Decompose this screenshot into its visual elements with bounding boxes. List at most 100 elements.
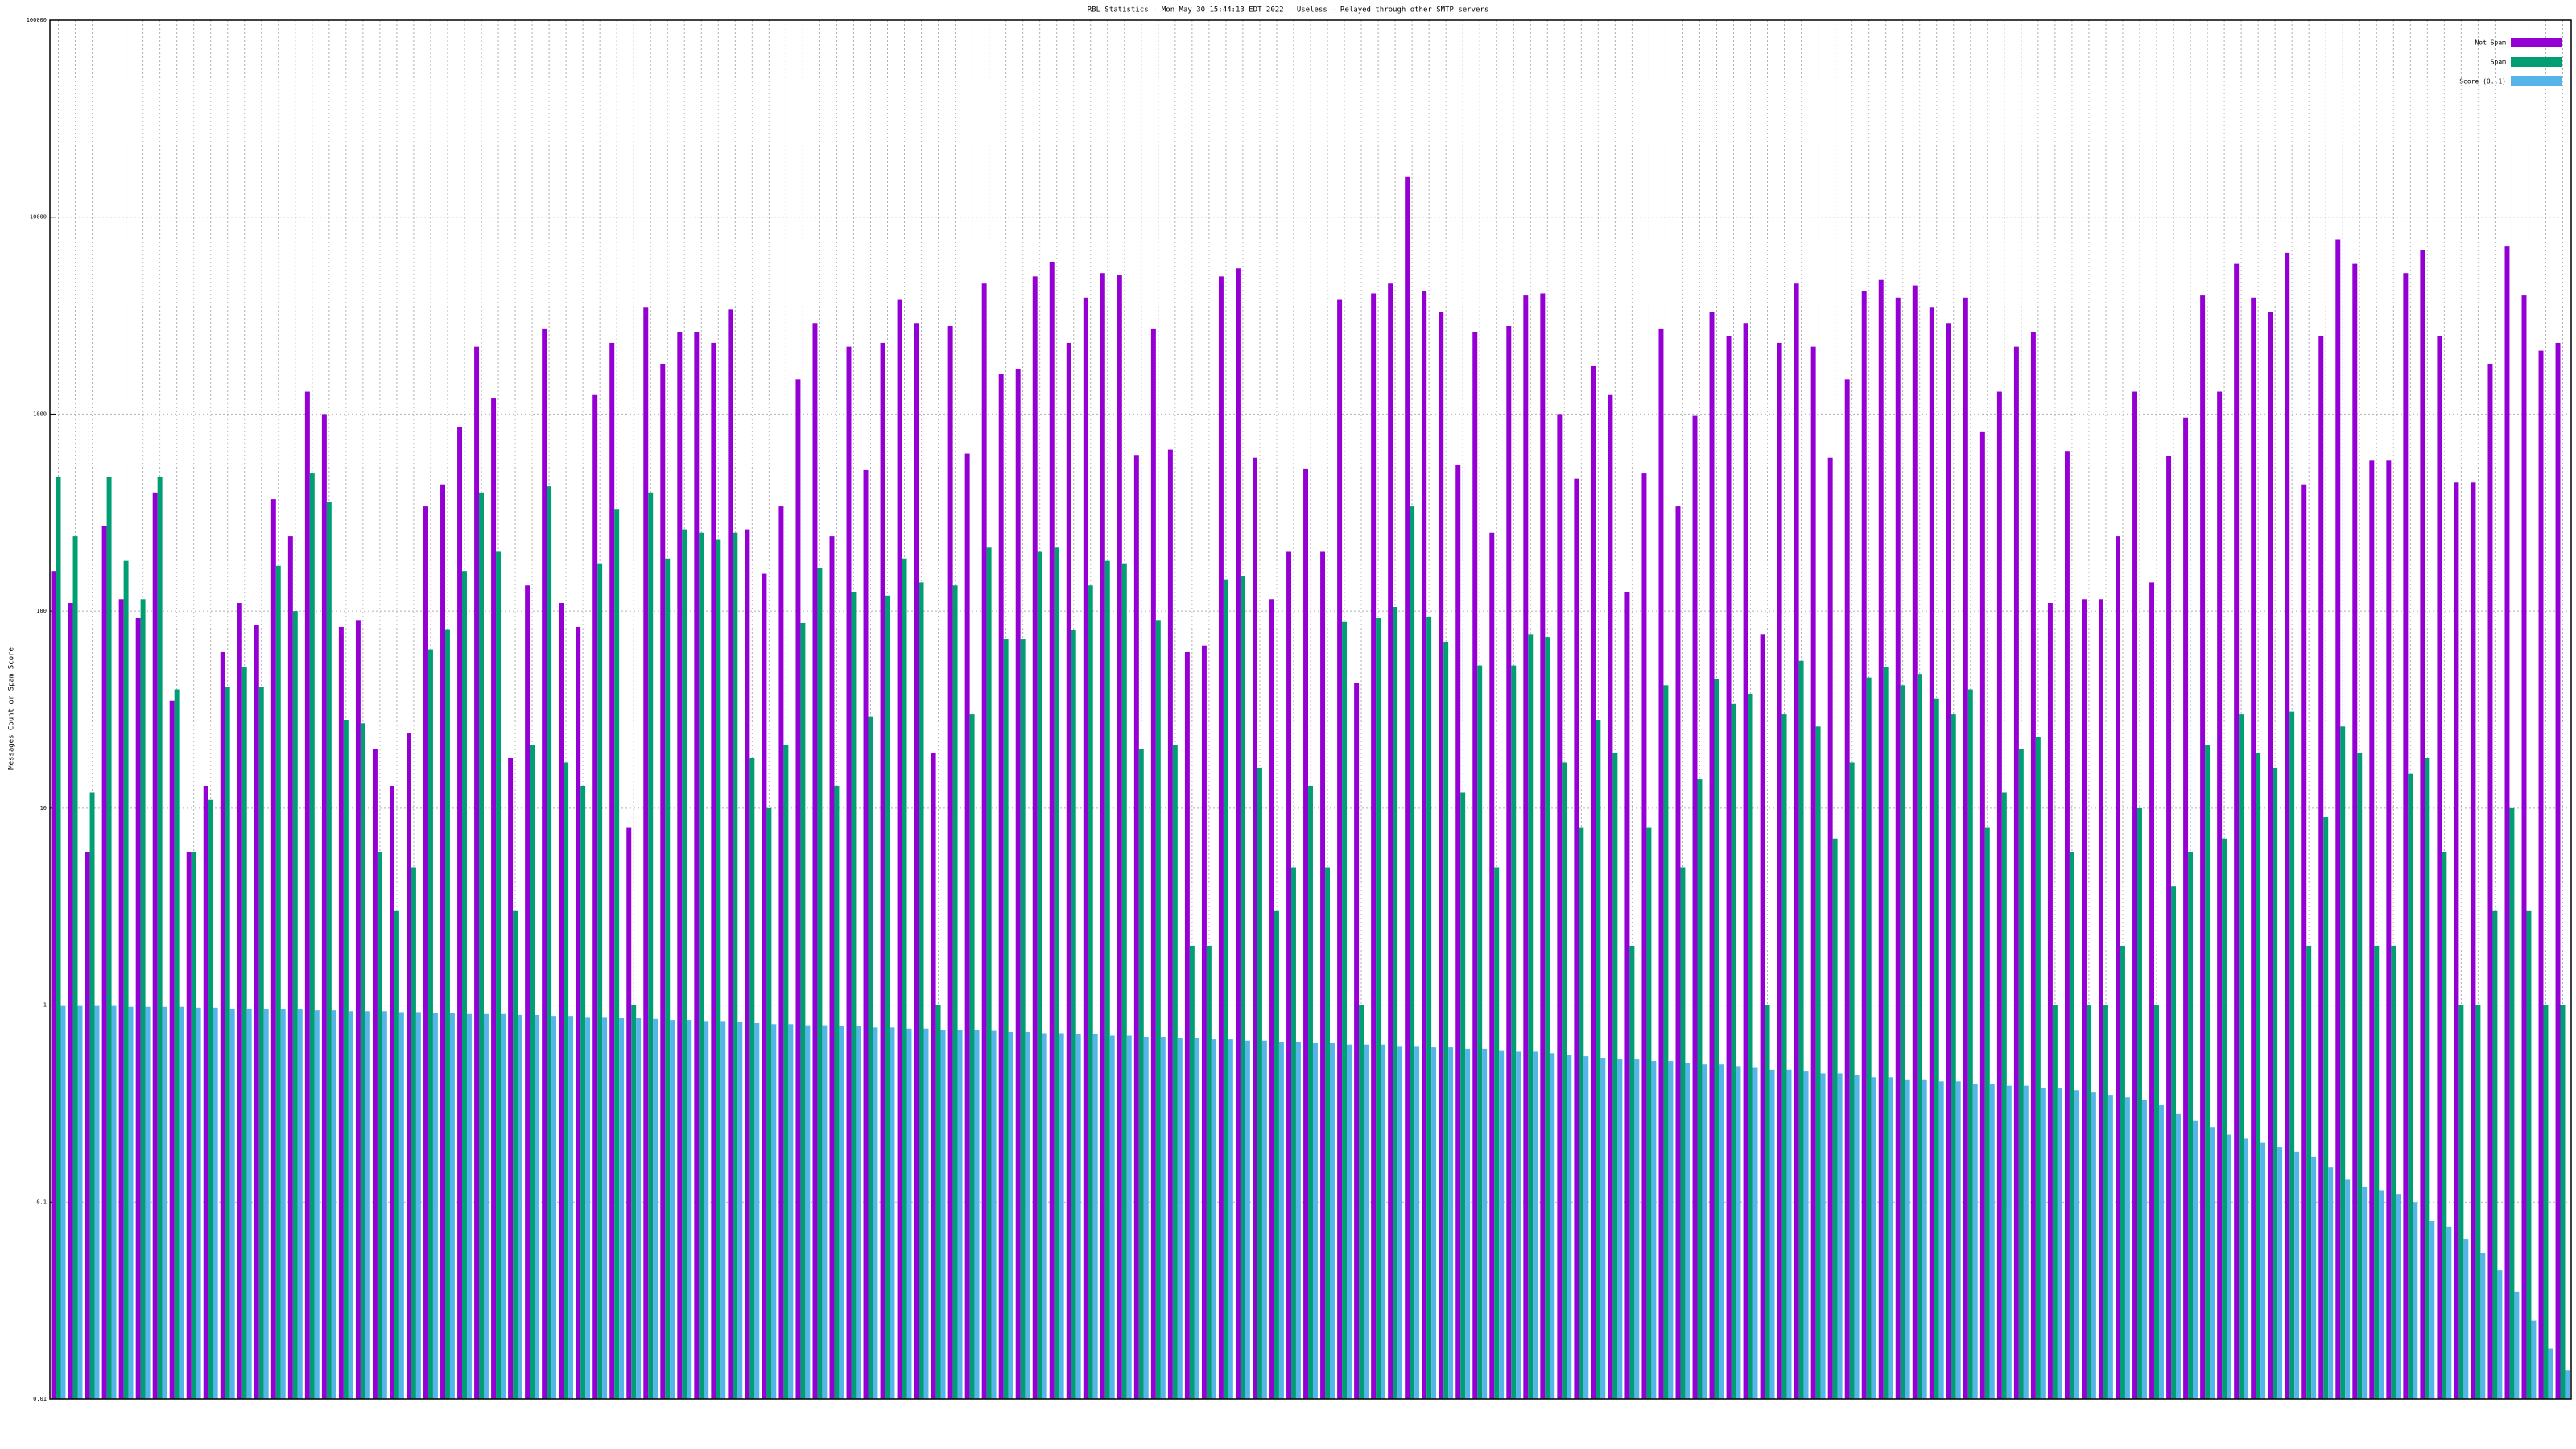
bar	[389, 785, 394, 1399]
bar	[1979, 431, 1985, 1399]
bar	[1472, 332, 1478, 1399]
bar	[415, 1012, 421, 1399]
bar	[2141, 1100, 2147, 1399]
bar	[1088, 585, 1093, 1399]
bar	[1274, 910, 1279, 1399]
bar	[2124, 1097, 2130, 1399]
bar	[1837, 1073, 1843, 1399]
bar	[2306, 945, 2312, 1399]
legend-label: Spam	[2491, 59, 2506, 66]
bar	[220, 651, 225, 1399]
bar	[1172, 745, 1178, 1399]
bar	[602, 1017, 608, 1399]
bar	[1138, 749, 1144, 1399]
bar	[1177, 1038, 1183, 1399]
y-tick-label: 10	[40, 805, 47, 811]
bar	[2273, 767, 2278, 1399]
bar	[1320, 551, 1326, 1399]
bar	[530, 745, 535, 1399]
bar	[931, 753, 936, 1399]
bar	[1499, 1050, 1505, 1399]
bar	[1245, 1040, 1250, 1399]
bar	[1201, 645, 1207, 1399]
bar	[2565, 1370, 2570, 1399]
bar	[2318, 336, 2324, 1399]
bar	[998, 374, 1004, 1399]
bar	[2311, 1156, 2317, 1399]
bar	[513, 910, 518, 1399]
bar	[449, 1013, 455, 1399]
bar	[2446, 1226, 2452, 1399]
bar	[665, 558, 671, 1399]
bar	[856, 1026, 861, 1399]
bar	[868, 716, 873, 1399]
bar	[186, 852, 192, 1399]
bar	[1054, 547, 1059, 1399]
bar	[1680, 867, 1686, 1399]
bar	[1160, 1037, 1166, 1399]
bar	[1617, 1059, 1623, 1399]
bar	[462, 571, 467, 1399]
bar	[1861, 291, 1867, 1400]
bar	[2323, 817, 2329, 1399]
bar	[304, 391, 310, 1399]
bar	[1126, 1035, 1132, 1399]
bar	[1820, 1073, 1826, 1399]
bar	[2420, 250, 2425, 1399]
bar	[314, 1010, 320, 1399]
bar	[1388, 283, 1393, 1400]
bar	[935, 1005, 941, 1399]
bar	[2188, 852, 2194, 1399]
bar	[991, 1030, 997, 1399]
bar	[957, 1030, 963, 1399]
bar	[118, 599, 124, 1399]
bar	[2487, 363, 2493, 1400]
bar	[1443, 642, 1449, 1399]
bar	[771, 1024, 777, 1399]
bar	[609, 342, 615, 1400]
bar	[923, 1028, 929, 1399]
bar	[829, 536, 835, 1399]
bar	[1465, 1048, 1471, 1399]
bar	[2429, 1221, 2435, 1399]
bar	[1574, 478, 1579, 1399]
bar	[1376, 618, 1381, 1399]
bar	[687, 1020, 692, 1399]
bar	[1562, 762, 1567, 1399]
bar	[474, 346, 480, 1400]
bar	[2149, 582, 2155, 1399]
bar	[940, 1030, 946, 1399]
y-tick-label: 100000	[27, 17, 47, 23]
bar	[1042, 1033, 1047, 1399]
bar	[846, 346, 852, 1400]
bar	[1303, 468, 1309, 1399]
bar	[2107, 1095, 2113, 1399]
bar	[1354, 683, 1360, 1399]
bar	[1917, 674, 1922, 1399]
bar	[1967, 689, 1973, 1399]
bar	[140, 599, 146, 1399]
bar	[2234, 263, 2240, 1400]
bar	[2386, 460, 2392, 1400]
bar	[1832, 838, 1838, 1399]
bar	[2480, 1253, 2486, 1399]
bar	[754, 1022, 760, 1399]
bar	[157, 477, 163, 1400]
bar	[1786, 1069, 1792, 1399]
bar	[800, 622, 806, 1399]
bar	[1752, 1067, 1758, 1399]
bar	[479, 492, 484, 1399]
bar	[246, 1008, 252, 1399]
bar	[576, 626, 581, 1399]
bar	[169, 700, 175, 1399]
bar	[1218, 276, 1224, 1399]
y-tick-label: 1	[43, 1002, 47, 1009]
bar	[1189, 945, 1195, 1399]
bar	[643, 307, 649, 1399]
bar	[1946, 323, 1951, 1399]
bar	[466, 1013, 472, 1399]
bar	[1184, 651, 1190, 1399]
bar	[694, 332, 700, 1399]
bar	[626, 827, 632, 1399]
bar	[2335, 239, 2341, 1399]
